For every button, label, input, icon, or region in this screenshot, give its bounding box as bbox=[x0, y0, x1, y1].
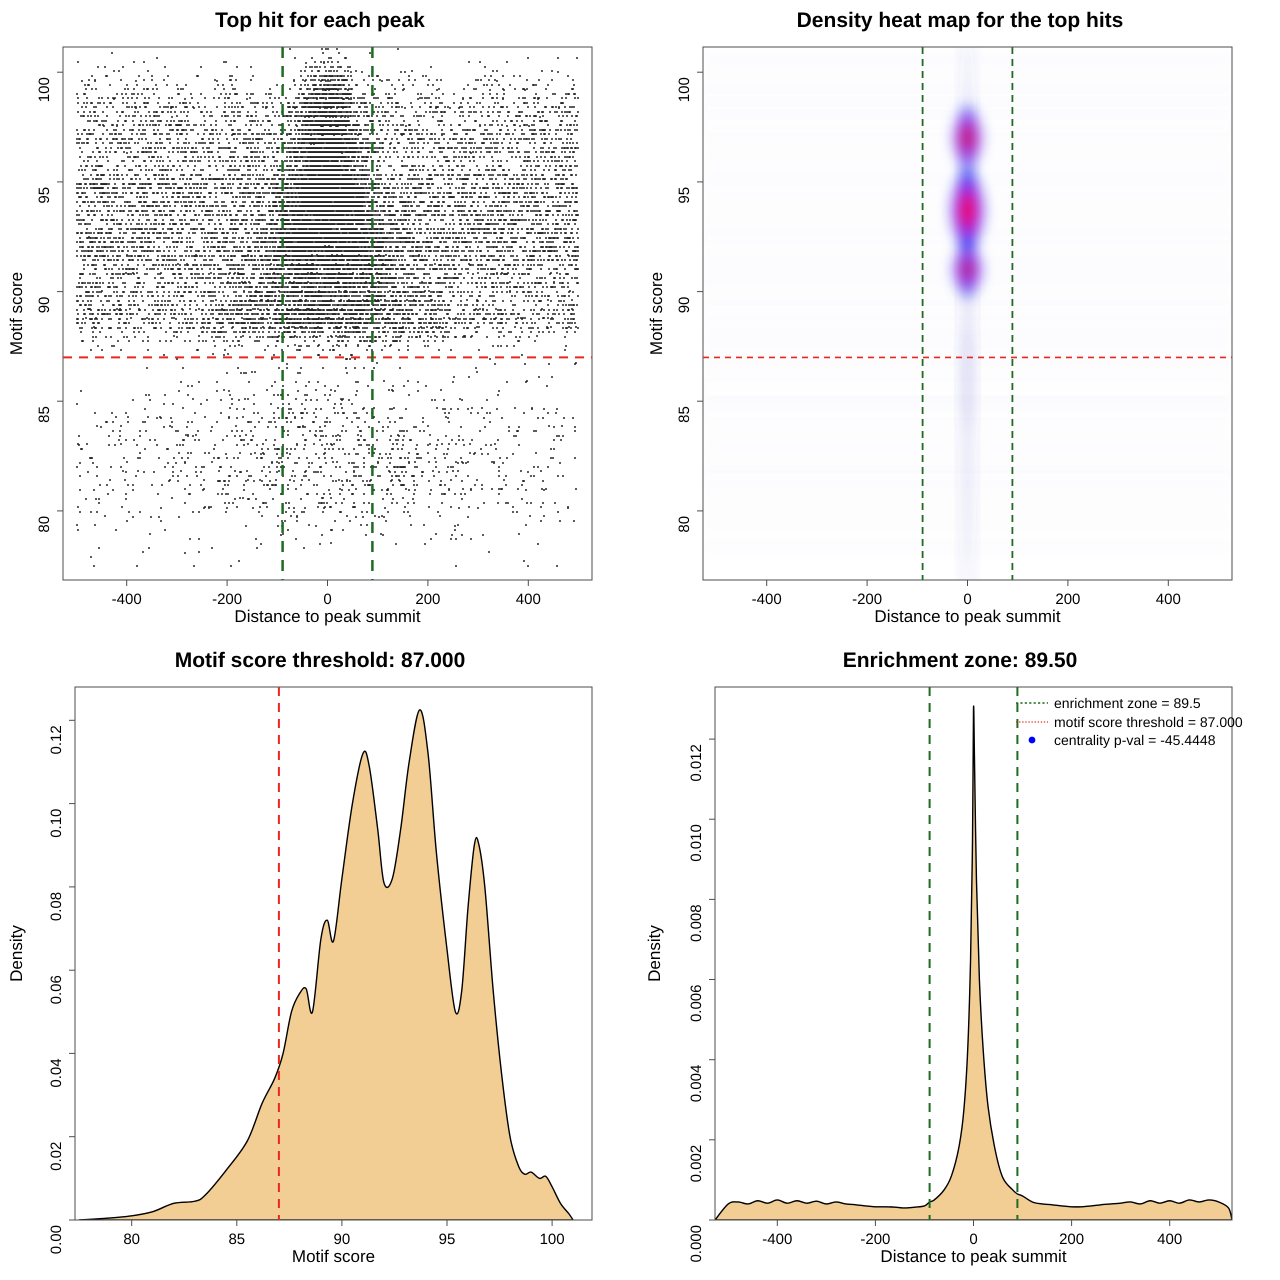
svg-text:0: 0 bbox=[323, 591, 331, 608]
svg-text:0: 0 bbox=[963, 591, 971, 608]
svg-text:0.12: 0.12 bbox=[48, 725, 65, 754]
svg-text:Density: Density bbox=[7, 925, 26, 982]
svg-text:100: 100 bbox=[676, 77, 693, 102]
svg-text:0.012: 0.012 bbox=[688, 744, 705, 782]
svg-text:Motif score: Motif score bbox=[647, 272, 666, 355]
svg-text:400: 400 bbox=[516, 591, 541, 608]
svg-text:Distance to peak summit: Distance to peak summit bbox=[880, 1247, 1066, 1266]
svg-text:Distance to peak summit: Distance to peak summit bbox=[874, 607, 1060, 626]
svg-text:95: 95 bbox=[36, 187, 53, 204]
svg-text:-200: -200 bbox=[212, 591, 242, 608]
svg-text:0.000: 0.000 bbox=[688, 1225, 705, 1263]
svg-text:95: 95 bbox=[439, 1231, 456, 1248]
svg-text:-400: -400 bbox=[752, 591, 782, 608]
svg-text:100: 100 bbox=[36, 77, 53, 102]
svg-text:Density: Density bbox=[645, 925, 664, 982]
svg-text:0.10: 0.10 bbox=[48, 809, 65, 838]
svg-text:85: 85 bbox=[228, 1231, 245, 1248]
svg-text:0.00: 0.00 bbox=[48, 1225, 65, 1254]
svg-text:0.02: 0.02 bbox=[48, 1142, 65, 1171]
svg-text:85: 85 bbox=[676, 406, 693, 423]
svg-text:0.010: 0.010 bbox=[688, 824, 705, 862]
svg-text:centrality p-val = -45.4448: centrality p-val = -45.4448 bbox=[1054, 732, 1216, 748]
svg-text:0: 0 bbox=[969, 1231, 977, 1248]
svg-text:90: 90 bbox=[676, 297, 693, 314]
svg-text:90: 90 bbox=[334, 1231, 351, 1248]
svg-text:400: 400 bbox=[1156, 591, 1181, 608]
svg-text:Motif score: Motif score bbox=[292, 1247, 375, 1266]
svg-text:80: 80 bbox=[123, 1231, 140, 1248]
svg-text:Motif score: Motif score bbox=[7, 272, 26, 355]
svg-text:200: 200 bbox=[415, 591, 440, 608]
svg-text:0.08: 0.08 bbox=[48, 892, 65, 921]
svg-text:-400: -400 bbox=[112, 591, 142, 608]
svg-text:motif score threshold = 87.000: motif score threshold = 87.000 bbox=[1054, 714, 1243, 730]
svg-text:400: 400 bbox=[1157, 1231, 1182, 1248]
svg-text:0.006: 0.006 bbox=[688, 985, 705, 1023]
svg-text:95: 95 bbox=[676, 187, 693, 204]
svg-text:80: 80 bbox=[36, 516, 53, 533]
svg-text:100: 100 bbox=[540, 1231, 565, 1248]
svg-text:0.008: 0.008 bbox=[688, 904, 705, 942]
svg-text:0.004: 0.004 bbox=[688, 1065, 705, 1103]
svg-text:Top hit for each peak: Top hit for each peak bbox=[215, 9, 425, 32]
svg-text:200: 200 bbox=[1055, 591, 1080, 608]
svg-text:200: 200 bbox=[1059, 1231, 1084, 1248]
svg-text:0.002: 0.002 bbox=[688, 1145, 705, 1183]
svg-text:-400: -400 bbox=[762, 1231, 792, 1248]
svg-text:85: 85 bbox=[36, 406, 53, 423]
svg-text:0.06: 0.06 bbox=[48, 975, 65, 1004]
svg-text:90: 90 bbox=[36, 297, 53, 314]
svg-text:enrichment zone = 89.5: enrichment zone = 89.5 bbox=[1054, 695, 1201, 711]
svg-text:-200: -200 bbox=[860, 1231, 890, 1248]
svg-text:Motif score threshold: 87.000: Motif score threshold: 87.000 bbox=[175, 649, 466, 672]
svg-text:-200: -200 bbox=[852, 591, 882, 608]
svg-text:Density heat map for the top h: Density heat map for the top hits bbox=[797, 9, 1124, 32]
svg-text:Distance to peak summit: Distance to peak summit bbox=[234, 607, 420, 626]
svg-text:0.04: 0.04 bbox=[48, 1058, 65, 1087]
svg-text:80: 80 bbox=[676, 516, 693, 533]
svg-text:Enrichment zone: 89.50: Enrichment zone: 89.50 bbox=[843, 649, 1078, 672]
